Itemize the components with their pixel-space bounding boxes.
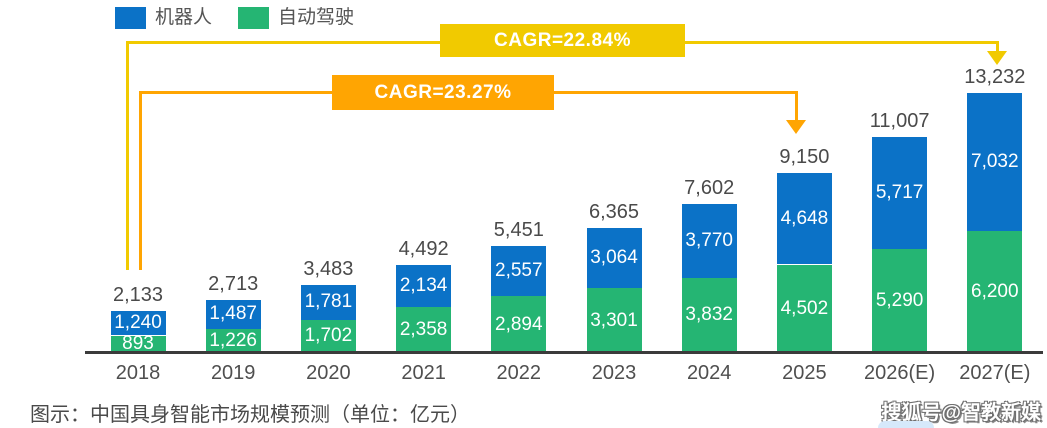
cagr-mid-arrowhead-icon [786,120,806,134]
cagr-mid-arrow-stem [795,91,798,122]
bar-value-robot: 4,648 [780,207,829,229]
bar-value-robot: 1,781 [304,291,353,313]
bar-segment-robot [110,311,166,336]
bar-total-label: 13,232 [964,66,1026,88]
cagr-mid-label: CAGR=23.27% [332,75,554,110]
bar-value-robot: 2,134 [399,274,448,296]
bar-value-autodrive: 3,301 [590,309,638,331]
bar-segment-autodrive [586,288,642,353]
legend-item-autodrive: 自动驾驶 [238,7,354,29]
bar-total-label: 3,483 [303,257,354,280]
bar-segment-robot [872,136,928,249]
legend-label-robot: 机器人 [155,7,213,28]
bar-value-robot: 1,487 [209,303,257,325]
bar-segment-robot [776,173,832,265]
x-axis-tick-label: 2023 [591,362,637,384]
bar-value-autodrive: 1,226 [209,330,257,351]
bar-value-robot: 1,240 [114,312,162,334]
bar-value-autodrive: 5,290 [875,290,924,311]
x-axis-tick-label: 2025 [782,362,827,384]
bar-segment-robot [967,93,1023,232]
bar-segment-robot [205,299,261,329]
bar-value-autodrive: 2,894 [495,313,543,335]
chart-caption: 图示：中国具身智能市场规模预测（单位：亿元） [30,404,470,426]
legend-label-autodrive: 自动驾驶 [278,7,355,28]
x-axis-tick-label: 2018 [115,362,161,384]
bar-value-autodrive: 4,502 [780,297,829,319]
bar-total-label: 4,492 [398,237,449,260]
bar-segment-robot [586,227,642,289]
x-axis-tick-label: 2019 [210,362,256,384]
bar-segment-robot [300,284,356,320]
bar-value-autodrive: 2,358 [399,318,448,340]
bar-segment-autodrive [872,249,928,353]
bar-total-label: 11,007 [869,109,930,132]
bar-segment-robot [681,203,737,278]
chart-legend: 机器人 自动驾驶 [115,7,380,29]
cagr-top-arrowhead-icon [987,51,1007,65]
x-axis-line [85,351,1043,354]
legend-item-robot: 机器人 [115,7,212,29]
bar-segment-autodrive [205,328,261,353]
bar-value-autodrive: 3,832 [685,304,733,326]
bar-segment-autodrive [491,296,547,353]
bar-total-label: 6,365 [588,200,640,223]
bar-value-robot: 2,557 [495,260,543,281]
legend-swatch-autodrive-icon [238,7,270,29]
bar-value-autodrive: 893 [122,333,154,355]
bar-total-label: 5,451 [493,218,544,241]
cagr-top-label: CAGR=22.84% [440,24,685,57]
bar-segment-autodrive [300,319,356,353]
legend-swatch-robot-icon [115,7,146,29]
bar-segment-robot [491,245,547,297]
bar-total-label: 2,133 [112,284,164,307]
bar-value-robot: 5,717 [875,181,924,203]
bar-value-robot: 7,032 [971,151,1019,173]
x-axis-tick-label: 2027(E) [959,362,1031,384]
x-axis-tick-label: 2024 [686,362,732,384]
bar-value-autodrive: 6,200 [971,281,1019,303]
bar-total-label: 7,602 [684,176,735,199]
bar-value-robot: 3,064 [590,247,638,268]
bar-segment-robot [396,264,452,307]
bar-value-robot: 3,770 [685,229,733,251]
watermark-bubble [878,421,934,428]
bar-segment-autodrive [110,335,166,353]
x-axis-tick-label: 2020 [306,362,351,384]
cagr-top-arrow-stem [996,41,999,52]
bar-segment-autodrive [776,264,832,353]
x-axis-tick-label: 2021 [401,362,446,384]
x-axis-tick-label: 2022 [496,362,542,384]
bar-total-label: 2,713 [208,272,259,295]
bar-segment-autodrive [681,277,737,353]
bar-value-autodrive: 1,702 [304,325,353,347]
cagr-top-bracket-vertical-line [126,41,129,270]
bar-total-label: 9,150 [779,146,830,169]
x-axis-tick-label: 2026(E) [864,362,936,384]
bar-segment-autodrive [396,306,452,353]
bar-segment-autodrive [967,231,1023,353]
cagr-mid-bracket-vertical-line [139,91,142,270]
watermark-text: 搜狐号@智教新媒 [881,402,1041,424]
